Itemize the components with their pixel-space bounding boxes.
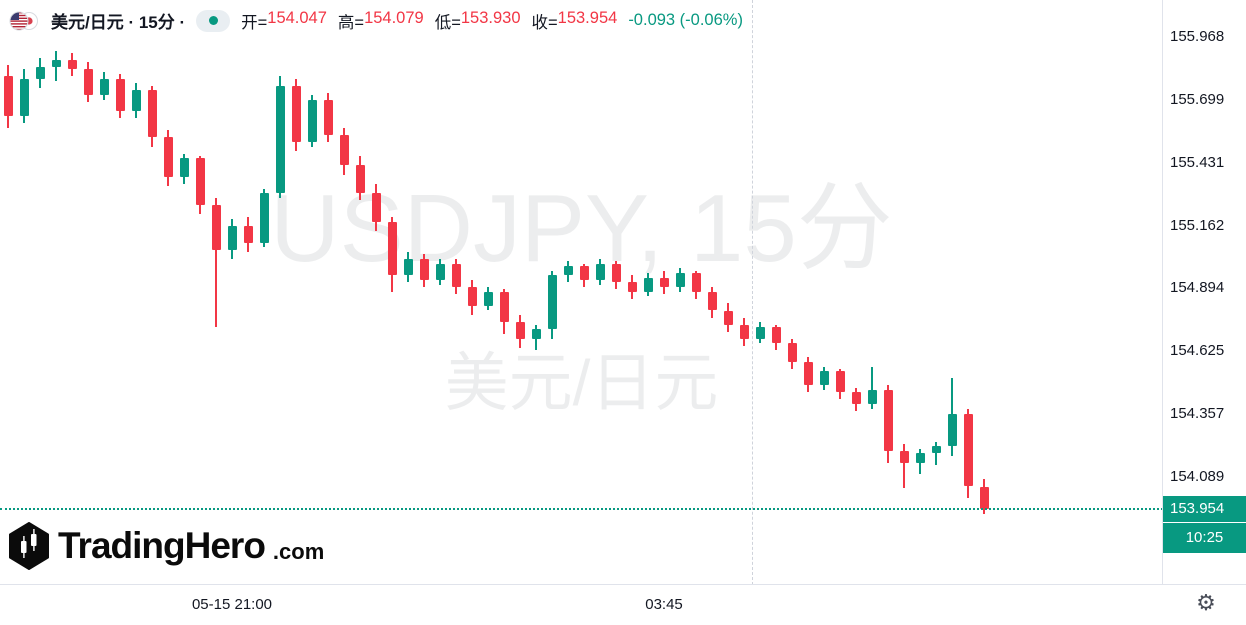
candle-body [147,90,157,138]
series-dot-icon [208,16,218,25]
candle-body [899,451,909,463]
price-axis-label: 154.089 [1170,468,1225,485]
candle-body [227,226,237,250]
candle-body [435,263,445,281]
candle-body [403,258,413,276]
candle-body [163,137,173,178]
candle-body [419,258,429,281]
candle-body [659,277,669,288]
candle-body [195,158,205,206]
candle-body [595,263,605,281]
candle-wick [935,441,937,466]
current-price-line [0,507,1163,510]
candle-body [483,291,493,306]
candle-body [979,486,989,509]
time-axis-label: 05-15 21:00 [191,596,273,613]
candle-body [387,221,397,276]
time-axis[interactable]: ⚙ 05-15 21:00 03:45 [0,584,1246,625]
candle-body [819,371,829,386]
candle-body [307,99,317,142]
candle-body [675,273,685,288]
ohlc-low: 低= 153.930 [434,8,521,32]
candle-body [707,291,717,311]
price-axis-label: 154.357 [1170,405,1225,423]
candle-body [627,282,637,292]
candle-body [467,287,477,306]
candle-body [67,59,77,70]
candle-body [35,66,45,79]
ohlc-open: 开= 154.047 [241,8,327,32]
time-axis-label: 03:45 [645,596,683,613]
candle-body [51,59,61,67]
logo-suffix: .com [272,539,325,564]
bar-countdown-badge: 10:25 [1163,522,1246,553]
price-axis[interactable]: 153.954 10:25 155.968 155.699 155.431 155.1… [1162,0,1246,585]
candle-body [803,362,813,386]
candle-body [563,266,573,276]
series-marker-icon[interactable] [196,9,231,32]
candle-wick [871,366,873,409]
candle-body [771,326,781,344]
candle-body [835,371,845,393]
price-axis-label: 155.431 [1170,153,1225,171]
candle-body [787,343,797,362]
candle-body [915,453,925,463]
candle-body [371,193,381,222]
ohlc-close: 收= 153.954 [531,8,618,32]
candle-body [115,78,125,112]
candle-body [515,322,525,339]
candle-body [211,205,221,250]
price-change: -0.093 (-0.06%) [628,11,743,29]
candle-body [179,158,189,178]
price-axis-label: 154.625 [1170,342,1225,360]
logo-name: TradingHero [58,525,266,566]
candle-body [947,413,957,447]
candle-body [931,446,941,454]
candle-body [643,277,653,292]
settings-gear-icon[interactable]: ⚙ [1196,590,1216,615]
candle-body [867,390,877,405]
tradinghero-logo[interactable]: TradingHero .com [8,522,324,570]
ohlc-high: 高= 154.079 [337,8,424,32]
candle-body [451,263,461,288]
candle-body [851,392,861,405]
candle-body [259,193,269,243]
candle-body [99,78,109,96]
candle-body [691,273,701,292]
symbol-title[interactable]: 美元/日元 · 15分 · [51,13,186,32]
tradinghero-hexagon-icon [8,522,50,570]
candle-body [579,266,589,281]
candle-body [323,99,333,135]
candle-body [547,275,557,330]
candle-body [19,78,29,117]
candle-body [963,413,973,487]
price-axis-label: 155.162 [1170,216,1225,234]
current-price-badge: 153.954 [1163,495,1246,522]
candle-body [611,263,621,283]
candle-body [723,310,733,325]
candle-body [339,134,349,166]
candle-body [3,76,13,117]
candle-body [355,165,365,194]
candle-wick [903,443,905,489]
candle-body [243,226,253,243]
candle-body [275,85,285,194]
price-axis-label: 155.699 [1170,90,1225,108]
symbol-flags-icon [8,10,40,32]
candle-body [531,329,541,339]
candle-wick [215,198,217,327]
price-axis-label: 154.894 [1170,279,1225,297]
candle-body [291,85,301,142]
candle-body [131,90,141,112]
session-divider-line [752,0,753,585]
price-axis-label: 155.968 [1170,28,1225,45]
candle-body [755,326,765,339]
candle-body [83,69,93,96]
legend: 美元/日元 · 15分 · 开= 154.047 高= 154.079 低= 153.… [8,8,743,33]
candle-body [499,291,509,323]
candle-body [883,390,893,451]
candle-body [739,324,749,339]
